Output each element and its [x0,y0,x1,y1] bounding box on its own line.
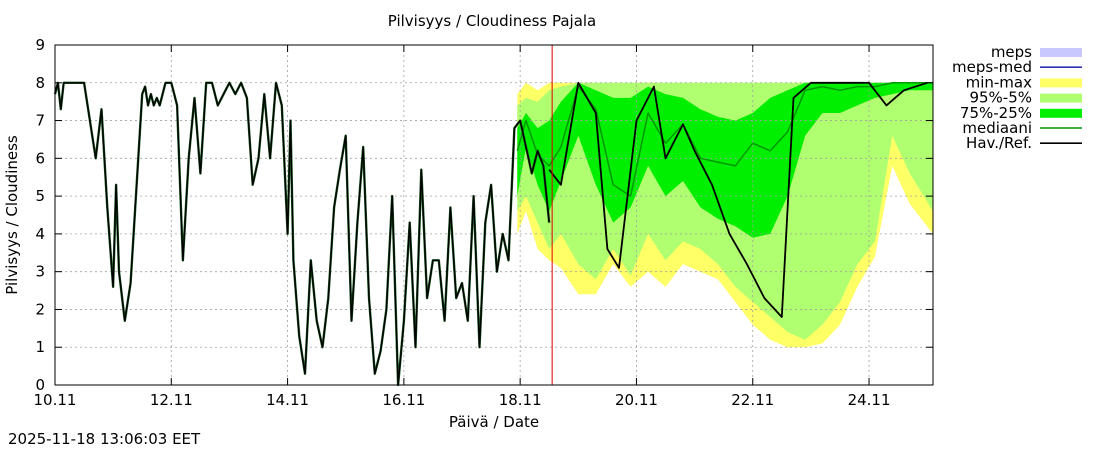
legend-label: Hav./Ref. [966,134,1032,152]
observed-history-line [54,82,550,386]
y-tick-label: 7 [35,112,45,130]
legend-label: 75%-25% [960,104,1032,122]
y-tick-label: 2 [35,300,45,318]
median-line [516,82,933,197]
y-axis-label: Pilvisyys / Cloudiness [3,135,21,295]
legend-label: min-max [966,73,1033,91]
x-axis-label: Päivä / Date [449,413,539,431]
y-tick-label: 8 [35,74,45,92]
chart-title: Pilvisyys / Cloudiness Pajala [388,12,597,30]
y-tick-label: 6 [35,149,45,167]
x-tick-label: 10.11 [34,391,77,409]
legend: mepsmeps-medmin-max95%-5%75%-25%mediaani… [952,43,1082,152]
y-tick-label: 0 [35,376,45,394]
legend-label: 95%-5% [969,89,1032,107]
band-p75_25 [517,82,933,238]
x-tick-label: 22.11 [731,391,774,409]
x-tick-label: 14.11 [266,391,309,409]
legend-label: meps-med [952,58,1032,76]
legend-swatch [1040,78,1082,88]
y-tick-label: 4 [35,225,45,243]
y-tick-label: 5 [35,187,45,205]
forecast-bands [517,82,933,348]
legend-label: meps [991,43,1032,61]
y-tick-label: 1 [35,338,45,356]
x-tick-label: 18.11 [499,391,542,409]
legend-swatch [1040,108,1082,118]
plot-frame [54,44,934,386]
legend-swatch [1040,48,1082,57]
series-lines [53,81,933,387]
y-tick-label: 3 [35,263,45,281]
x-tick-label: 20.11 [615,391,658,409]
x-tick-label: 12.11 [150,391,193,409]
y-axis-ticks: 0 1 2 3 4 5 6 7 8 9 [35,36,933,394]
x-axis-ticks: 10.11 12.11 14.11 16.11 18.11 20.11 22.11 24.11 [34,45,891,409]
observed-reference-line [548,81,928,318]
legend-label: mediaani [962,119,1032,137]
timestamp: 2025-11-18 13:06:03 EET [8,430,201,448]
legend-swatch [1040,93,1082,103]
x-tick-label: 16.11 [382,391,425,409]
y-tick-label: 9 [35,36,45,54]
x-tick-label: 24.11 [848,391,891,409]
